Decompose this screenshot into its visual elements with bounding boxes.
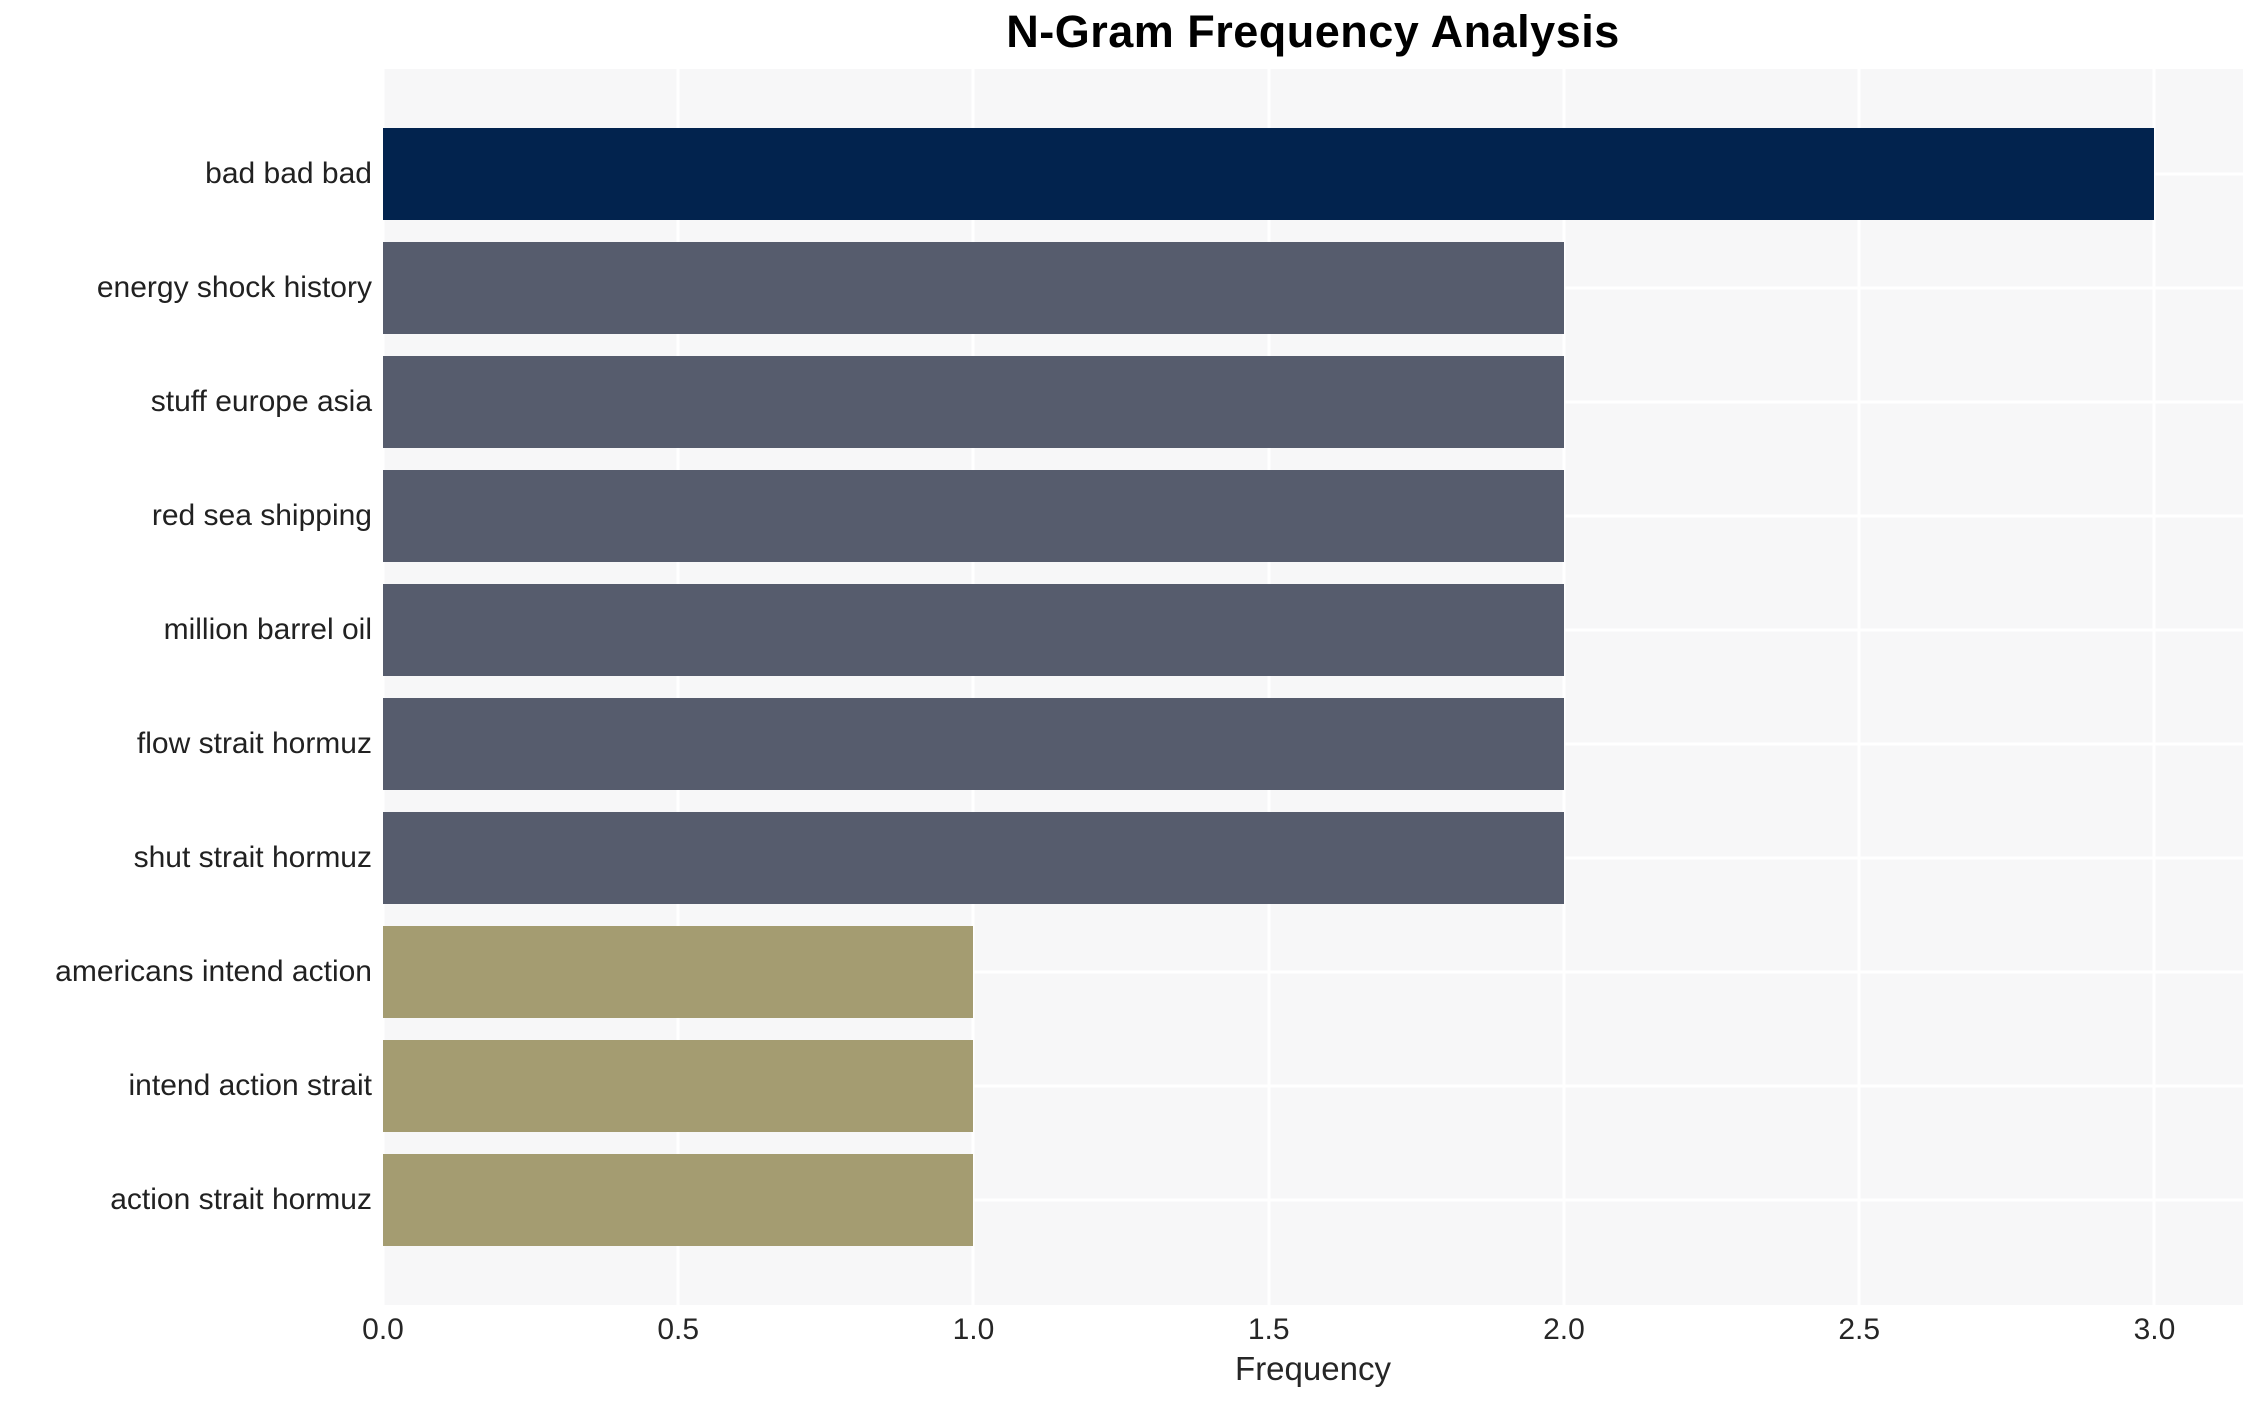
horizontal-gridline: [383, 970, 2243, 974]
bar: [383, 470, 1564, 562]
bar: [383, 584, 1564, 676]
x-tick-label: 3.0: [2133, 1313, 2176, 1346]
bar: [383, 698, 1564, 790]
vertical-gridline: [381, 69, 385, 1305]
x-axis-ticks: 0.0 0.5 1.0 1.5 2.0 2.5 3.0: [362, 1313, 2243, 1349]
vertical-gridline: [676, 69, 680, 1305]
vertical-gridline: [971, 69, 975, 1305]
y-axis-category-labels: bad bad bad energy shock history stuff eur…: [0, 69, 372, 1305]
bar: [383, 128, 2155, 220]
y-tick-label: stuff europe asia: [150, 385, 372, 418]
y-tick-label: red sea shipping: [151, 499, 372, 532]
vertical-gridline: [1562, 69, 1566, 1305]
chart-title: N-Gram Frequency Analysis: [1006, 6, 1620, 57]
y-tick-label: energy shock history: [96, 271, 372, 304]
vertical-gridline: [1857, 69, 1861, 1305]
vertical-gridline: [1267, 69, 1271, 1305]
plot-area: [381, 69, 2243, 1305]
y-tick-label: bad bad bad: [205, 157, 372, 190]
horizontal-gridline: [383, 1198, 2243, 1202]
bar: [383, 242, 1564, 334]
x-tick-label: 0.5: [657, 1313, 700, 1346]
x-tick-label: 2.5: [1838, 1313, 1881, 1346]
y-tick-label: shut strait hormuz: [133, 841, 372, 874]
vertical-gridline: [2152, 69, 2156, 1305]
y-tick-label: flow strait hormuz: [136, 727, 372, 760]
x-tick-label: 0.0: [362, 1313, 404, 1346]
y-tick-label: million barrel oil: [163, 613, 372, 646]
x-axis-label: Frequency: [1235, 1350, 1391, 1387]
bar: [383, 356, 1564, 448]
bar: [383, 812, 1564, 904]
x-tick-label: 2.0: [1543, 1313, 1585, 1346]
y-tick-label: intend action strait: [128, 1069, 372, 1102]
y-tick-label: americans intend action: [55, 955, 372, 988]
horizontal-gridline: [383, 1084, 2243, 1088]
bar: [383, 1040, 974, 1132]
x-tick-label: 1.5: [1247, 1313, 1290, 1346]
bar: [383, 926, 974, 1018]
bar: [383, 1154, 974, 1246]
x-tick-label: 1.0: [952, 1313, 995, 1346]
y-tick-label: action strait hormuz: [110, 1183, 372, 1216]
